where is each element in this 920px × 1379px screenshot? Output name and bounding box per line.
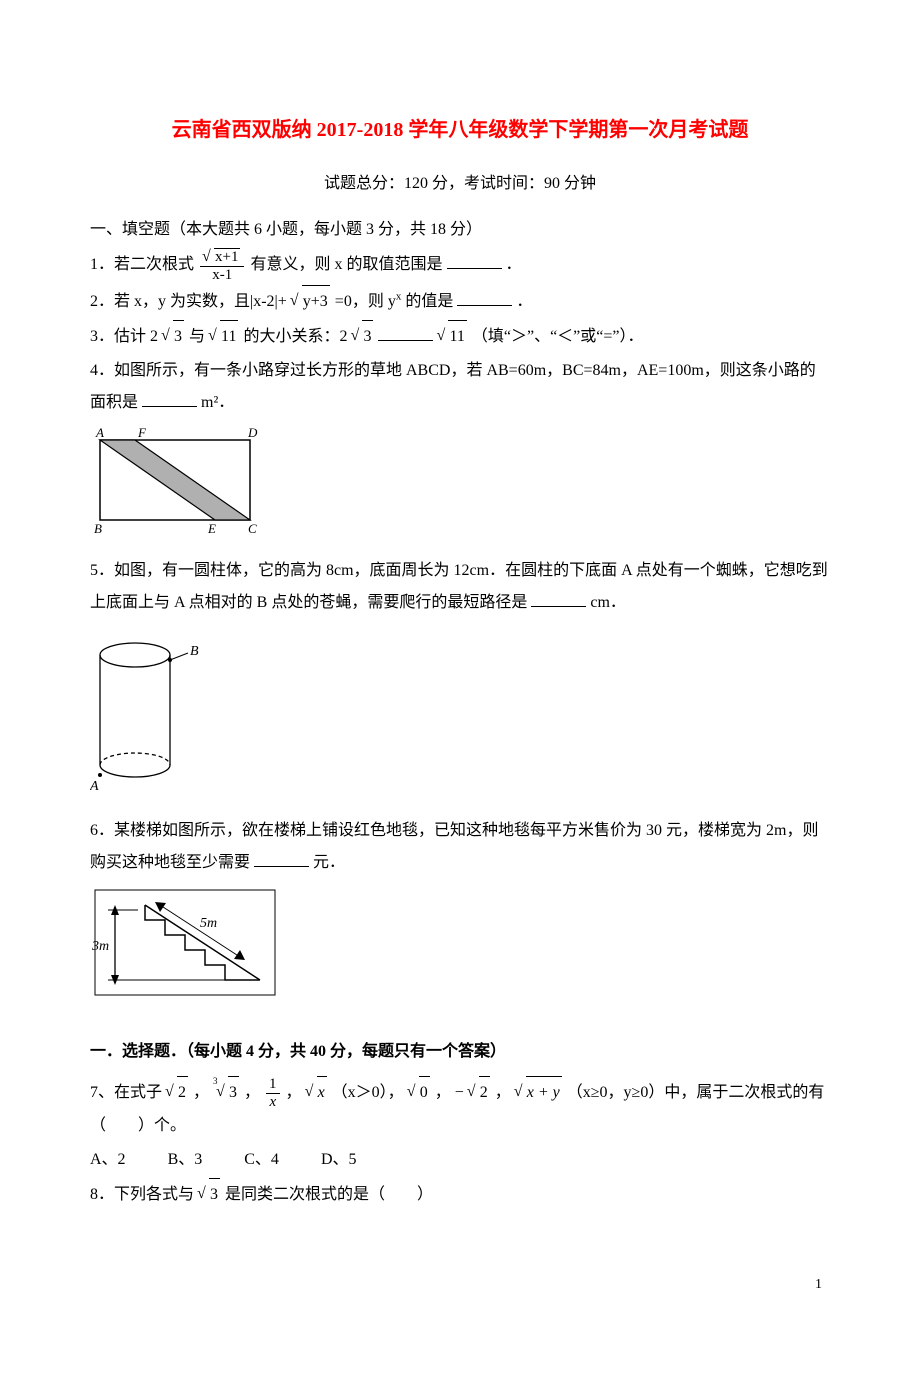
q7-cbrt: 3 xyxy=(214,1076,239,1109)
q4-unit: m²． xyxy=(201,394,234,411)
fig4-label-A: A xyxy=(95,425,104,440)
q8-post: 是同类二次根式的是（ ） xyxy=(225,1186,433,1203)
q1-fraction: x+1 x-1 xyxy=(200,248,244,283)
fig6-svg: 3m 5m xyxy=(90,885,280,1000)
q2-sqrt: y+3 xyxy=(292,285,330,318)
question-5: 5．如图，有一圆柱体，它的高为 8cm，底面周长为 12cm．在圆柱的下底面 A… xyxy=(90,555,830,619)
q3-sqrt4: 11 xyxy=(438,320,466,353)
fig6-label-h: 3m xyxy=(91,939,109,954)
q1-post: 有意义，则 x 的取值范围是 xyxy=(250,256,442,273)
q7-neg: − xyxy=(455,1084,464,1101)
q1-sqrt: x+1 xyxy=(204,248,240,266)
q7-paren1: （x＞0）， xyxy=(332,1084,404,1101)
q3-tail: （填“＞”、“＜”或“=”）． xyxy=(472,328,644,345)
q4-blank xyxy=(142,388,197,407)
section2-heading: 一．选择题．（每小题 4 分，共 40 分，每题只有一个答案） xyxy=(90,1036,830,1068)
fig4-label-F: F xyxy=(137,425,147,440)
question-1: 1．若二次根式 x+1 x-1 有意义，则 x 的取值范围是 ． xyxy=(90,248,830,283)
figure-5: B A xyxy=(90,625,830,807)
section1-heading: 一、填空题（本大题共 6 小题，每小题 3 分，共 18 分） xyxy=(90,214,830,246)
q3-sqrt2: 11 xyxy=(210,320,238,353)
q6-text: 6．某楼梯如图所示，欲在楼梯上铺设红色地毯，已知这种地毯每平方米售价为 30 元… xyxy=(90,822,818,871)
q6-unit: 元． xyxy=(313,854,345,871)
fig4-label-E: E xyxy=(207,521,216,535)
q3-mid2: 的大小关系：2 xyxy=(243,328,347,345)
q5-blank xyxy=(531,588,586,607)
q7-option-C: C、4 xyxy=(244,1144,279,1176)
q2-end: ． xyxy=(516,293,532,310)
fig4-label-D: D xyxy=(247,425,258,440)
fig5-svg: B A xyxy=(90,625,220,795)
q7-sep4: ， xyxy=(435,1084,451,1101)
q2-post: =0，则 y xyxy=(335,293,396,310)
fig4-svg: A F D B E C xyxy=(90,425,260,535)
q1-frac-den: x-1 xyxy=(200,267,244,284)
question-4: 4．如图所示，有一条小路穿过长方形的草地 ABCD，若 AB=60m，BC=84… xyxy=(90,355,830,419)
q3-blank xyxy=(378,322,433,341)
question-8: 8．下列各式与 3 是同类二次根式的是（ ） xyxy=(90,1178,830,1211)
question-2: 2．若 x，y 为实数，且|x‑2|+ y+3 =0，则 yx 的值是 ． xyxy=(90,285,830,318)
q3-pre: 3．估计 2 xyxy=(90,328,158,345)
q7-option-A: A、2 xyxy=(90,1144,126,1176)
q4-text: 4．如图所示，有一条小路穿过长方形的草地 ABCD，若 AB=60m，BC=84… xyxy=(90,362,816,411)
exam-page: 云南省西双版纳 2017-2018 学年八年级数学下学期第一次月考试题 试题总分… xyxy=(0,0,920,1379)
page-number: 1 xyxy=(90,1271,830,1299)
q7-frac: 1 x xyxy=(266,1076,280,1110)
fig5-label-A: A xyxy=(90,779,99,794)
q5-unit: cm． xyxy=(590,594,626,611)
q5-text: 5．如图，有一圆柱体，它的高为 8cm，底面周长为 12cm．在圆柱的下底面 A… xyxy=(90,562,828,611)
q6-blank xyxy=(254,848,309,867)
q7-option-B: B、3 xyxy=(168,1144,203,1176)
question-7: 7、在式子 2 ， 3 ， 1 x ， x （x＞0）， 0 ， − 2 ， x… xyxy=(90,1076,830,1142)
q7-sqrt3: x xyxy=(307,1076,327,1109)
exam-subtitle: 试题总分：120 分，考试时间：90 分钟 xyxy=(90,168,830,200)
exam-title: 云南省西双版纳 2017-2018 学年八年级数学下学期第一次月考试题 xyxy=(90,110,830,150)
q3-sqrt3: 3 xyxy=(352,320,373,353)
q7-frac-num: 1 xyxy=(266,1076,280,1094)
q7-sqrt5: 2 xyxy=(469,1076,490,1109)
q8-sqrt: 3 xyxy=(199,1178,220,1211)
fig5-label-B: B xyxy=(190,644,199,659)
figure-4: A F D B E C xyxy=(90,425,830,547)
q7-sqrt4: 0 xyxy=(409,1076,430,1109)
q8-pre: 8．下列各式与 xyxy=(90,1186,194,1203)
q7-sep5: ， xyxy=(495,1084,511,1101)
q2-pre: 2．若 x，y 为实数，且|x‑2|+ xyxy=(90,293,287,310)
q7-sqrt1: 2 xyxy=(167,1076,188,1109)
question-6: 6．某楼梯如图所示，欲在楼梯上铺设红色地毯，已知这种地毯每平方米售价为 30 元… xyxy=(90,815,830,879)
q1-end: ． xyxy=(506,256,522,273)
q7-pre: 7、在式子 xyxy=(90,1084,162,1101)
q1-blank xyxy=(447,251,502,270)
q7-sep1: ， xyxy=(193,1084,209,1101)
fig4-label-C: C xyxy=(248,521,257,535)
q7-sqrt6: x + y xyxy=(516,1076,562,1109)
q2-tail: 的值是 xyxy=(405,293,453,310)
q7-option-D: D、5 xyxy=(321,1144,357,1176)
q3-mid1: 与 xyxy=(189,328,205,345)
q7-sep2: ， xyxy=(244,1084,260,1101)
fig6-label-w: 5m xyxy=(200,916,217,931)
q1-frac-num: x+1 xyxy=(200,248,244,267)
q7-sep3: ， xyxy=(286,1084,302,1101)
fig4-label-B: B xyxy=(94,521,102,535)
q7-frac-den: x xyxy=(266,1094,280,1111)
q3-sqrt1: 3 xyxy=(163,320,184,353)
figure-6: 3m 5m xyxy=(90,885,830,1012)
question-3: 3．估计 2 3 与 11 的大小关系：2 3 11 （填“＞”、“＜”或“=”… xyxy=(90,320,830,353)
q2-sup: x xyxy=(396,291,402,303)
q2-blank xyxy=(457,287,512,306)
q7-options: A、2 B、3 C、4 D、5 xyxy=(90,1144,830,1176)
q1-text: 1．若二次根式 xyxy=(90,256,194,273)
